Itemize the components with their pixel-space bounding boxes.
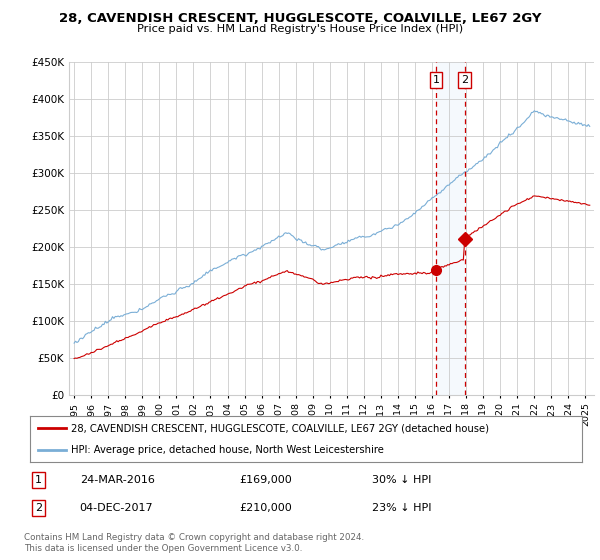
Bar bbox=[436, 62, 465, 395]
Text: 04-DEC-2017: 04-DEC-2017 bbox=[80, 503, 154, 513]
Text: 24-MAR-2016: 24-MAR-2016 bbox=[80, 475, 155, 484]
Text: 28, CAVENDISH CRESCENT, HUGGLESCOTE, COALVILLE, LE67 2GY: 28, CAVENDISH CRESCENT, HUGGLESCOTE, COA… bbox=[59, 12, 541, 25]
Text: 30% ↓ HPI: 30% ↓ HPI bbox=[372, 475, 431, 484]
Text: 1: 1 bbox=[35, 475, 42, 484]
Text: £169,000: £169,000 bbox=[240, 475, 293, 484]
Text: 2: 2 bbox=[461, 75, 469, 85]
Text: £210,000: £210,000 bbox=[240, 503, 293, 513]
Text: Contains HM Land Registry data © Crown copyright and database right 2024.
This d: Contains HM Land Registry data © Crown c… bbox=[24, 533, 364, 553]
Text: 28, CAVENDISH CRESCENT, HUGGLESCOTE, COALVILLE, LE67 2GY (detached house): 28, CAVENDISH CRESCENT, HUGGLESCOTE, COA… bbox=[71, 423, 490, 433]
Text: Price paid vs. HM Land Registry's House Price Index (HPI): Price paid vs. HM Land Registry's House … bbox=[137, 24, 463, 34]
Text: 2: 2 bbox=[35, 503, 42, 513]
Text: 1: 1 bbox=[433, 75, 439, 85]
Text: 23% ↓ HPI: 23% ↓ HPI bbox=[372, 503, 432, 513]
Text: HPI: Average price, detached house, North West Leicestershire: HPI: Average price, detached house, Nort… bbox=[71, 445, 384, 455]
